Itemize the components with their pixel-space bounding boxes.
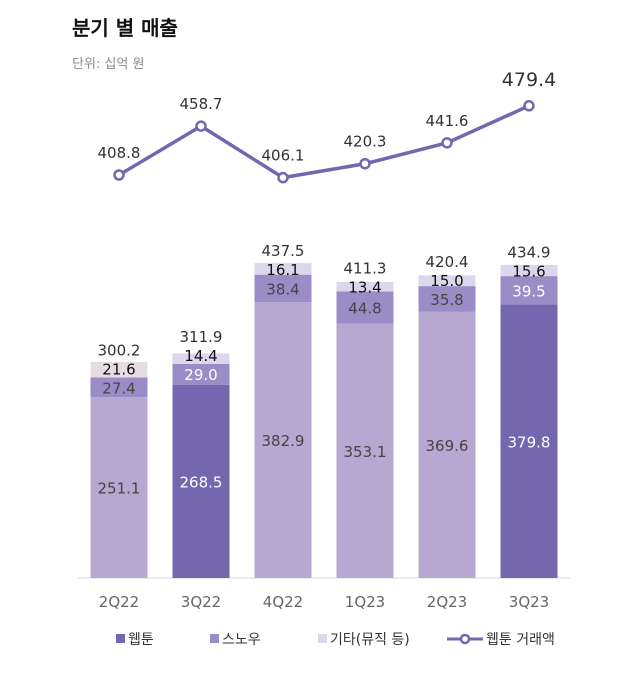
line-webtoon-gmv [118, 104, 530, 180]
line-point [523, 100, 535, 112]
total-label: 300.2 [98, 341, 141, 359]
bar-snow [418, 286, 476, 312]
line-point [277, 171, 289, 184]
unit-label: 단위: 십억 원 [72, 57, 145, 72]
line-label: 406.1 [262, 147, 305, 165]
data-label-webtoon: 353.1 [344, 443, 387, 461]
x-tick-label: 2Q22 [99, 593, 139, 611]
line-point [359, 157, 371, 170]
bar-webtoon [172, 384, 230, 578]
x-tick-label: 1Q23 [345, 593, 385, 611]
x-tick-label: 4Q22 [263, 593, 303, 611]
bar-snow [336, 291, 394, 324]
data-label-other: 13.4 [348, 279, 381, 297]
x-tick-label: 3Q23 [509, 593, 549, 611]
bar-other [418, 275, 476, 287]
bar-webtoon [336, 323, 394, 578]
line-point [195, 120, 207, 132]
bar-webtoon [500, 304, 558, 578]
line-label: 479.4 [502, 69, 556, 91]
line-label: 408.8 [98, 144, 141, 162]
bar-snow [500, 276, 558, 305]
bar-other [90, 361, 148, 378]
line-label: 420.3 [344, 133, 387, 151]
legend-swatch [210, 634, 219, 643]
bar-other [172, 353, 230, 364]
data-label-webtoon: 251.1 [98, 480, 141, 498]
legend-marker-icon [459, 633, 471, 645]
total-label: 311.9 [180, 328, 223, 346]
x-tick-label: 2Q23 [427, 593, 467, 611]
line-label: 441.6 [426, 112, 469, 130]
bar-other [500, 264, 558, 277]
bar-other [254, 263, 312, 275]
line-label: 458.7 [180, 95, 223, 113]
legend-label: 웹툰 거래액 [486, 632, 555, 648]
data-label-other: 14.4 [184, 347, 217, 365]
data-label-snow: 39.5 [512, 282, 545, 300]
legend-label: 스노우 [222, 632, 261, 648]
data-label-other: 21.6 [102, 360, 135, 378]
bar-webtoon [254, 302, 312, 578]
data-label-snow: 38.4 [266, 280, 299, 298]
bar-other [336, 281, 394, 292]
data-label-snow: 29.0 [184, 366, 217, 384]
line-point [113, 169, 125, 181]
data-label-other: 15.0 [430, 272, 463, 290]
legend-label: 기타(뮤직 등) [330, 632, 410, 648]
chart-title: 분기 별 매출 [72, 16, 178, 40]
x-tick-label: 3Q22 [181, 593, 221, 611]
bar-snow [172, 363, 230, 385]
legend-swatch [318, 634, 327, 643]
total-label: 434.9 [508, 243, 551, 261]
data-label-webtoon: 268.5 [180, 473, 223, 491]
data-label-snow: 35.8 [430, 291, 463, 309]
data-label-snow: 27.4 [102, 379, 135, 397]
data-label-webtoon: 382.9 [262, 432, 305, 450]
bar-snow [254, 274, 312, 303]
total-label: 411.3 [344, 260, 387, 278]
bar-snow [90, 377, 148, 398]
total-label: 437.5 [262, 242, 305, 260]
data-label-webtoon: 369.6 [426, 437, 469, 455]
line-point [441, 137, 453, 149]
data-label-other: 16.1 [266, 261, 299, 279]
bar-webtoon [90, 397, 148, 578]
bar-webtoon [418, 311, 476, 578]
data-label-webtoon: 379.8 [508, 433, 551, 451]
data-label-other: 15.6 [512, 262, 545, 280]
legend-label: 웹툰 [128, 632, 154, 648]
total-label: 420.4 [426, 253, 469, 271]
data-label-snow: 44.8 [348, 300, 381, 318]
legend-swatch [116, 634, 125, 643]
